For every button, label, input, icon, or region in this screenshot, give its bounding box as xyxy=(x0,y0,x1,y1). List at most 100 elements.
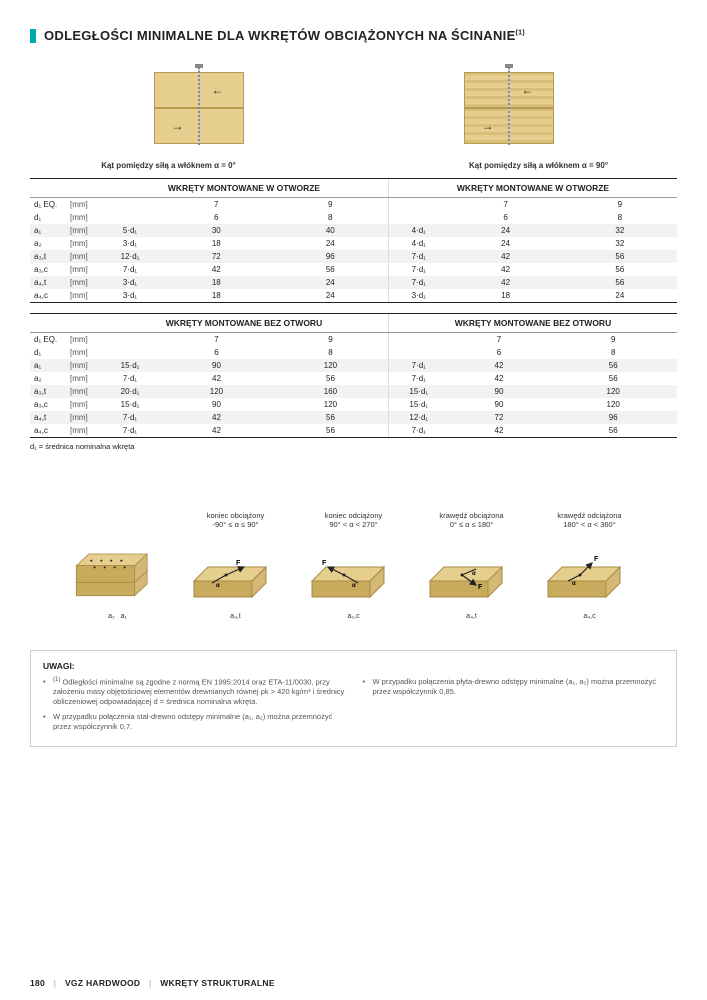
table-row: a₁[mm]15·d₁901207·d₁4256 xyxy=(30,359,677,372)
cell: 24 xyxy=(448,237,562,250)
row-unit: [mm] xyxy=(66,263,100,276)
row-label: a₁ xyxy=(30,224,66,237)
caption-row: Kąt pomiędzy siłą a włóknem α = 0° Kąt p… xyxy=(30,161,677,170)
table-row: a₃,t[mm]12·d₁72967·d₁4256 xyxy=(30,250,677,263)
cell: 42 xyxy=(448,372,549,385)
title-sup: (1) xyxy=(516,30,525,37)
row-label: a₃,c xyxy=(30,398,66,411)
notes-title: UWAGI: xyxy=(43,661,664,671)
cell: 7 xyxy=(160,198,273,212)
cell: 56 xyxy=(549,359,677,372)
title-text: ODLEGŁOŚCI MINIMALNE DLA WKRĘTÓW OBCIĄŻO… xyxy=(44,28,516,43)
page-title: ODLEGŁOŚCI MINIMALNE DLA WKRĘTÓW OBCIĄŻO… xyxy=(44,28,525,43)
note-3: W przypadku połączenia płyta-drewno odst… xyxy=(363,677,665,697)
cell: 4·d₁ xyxy=(388,237,448,250)
cell: 8 xyxy=(273,346,389,359)
spacing-diagrams: a₂ a₁ koniec obciążony-90° ≤ α ≤ 90° F α… xyxy=(30,511,677,620)
cell: 42 xyxy=(160,411,273,424)
table-row: a₃,c[mm]15·d₁9012015·d₁90120 xyxy=(30,398,677,411)
cell: 6 xyxy=(160,346,273,359)
hdr1-right: WKRĘTY MONTOWANE W OTWORZE xyxy=(388,179,677,198)
block-a4t: krawędź obciążona0° ≤ α ≤ 180° Fα a₄,t xyxy=(422,511,522,620)
title-bullet xyxy=(30,29,36,43)
cell: 7·d₁ xyxy=(100,424,160,437)
row-unit: [mm] xyxy=(66,333,100,347)
cell xyxy=(388,333,448,347)
table-without-hole: WKRĘTY MONTOWANE BEZ OTWORU WKRĘTY MONTO… xyxy=(30,313,677,438)
table-row: a₃,c[mm]7·d₁42567·d₁4256 xyxy=(30,263,677,276)
cell: 20·d₁ xyxy=(100,385,160,398)
table-legend: d₁ = średnica nominalna wkręta xyxy=(30,442,677,451)
cell: 7·d₁ xyxy=(388,276,448,289)
cell xyxy=(100,346,160,359)
svg-text:α: α xyxy=(572,581,576,587)
cell: 15·d₁ xyxy=(388,398,448,411)
cell: 6 xyxy=(448,346,549,359)
cell: 24 xyxy=(273,276,389,289)
svg-text:α: α xyxy=(472,571,476,577)
table-row: d₁[mm]6868 xyxy=(30,211,677,224)
section-title-row: ODLEGŁOŚCI MINIMALNE DLA WKRĘTÓW OBCIĄŻO… xyxy=(30,28,677,43)
row-unit: [mm] xyxy=(66,372,100,385)
cell: 3·d₁ xyxy=(100,237,160,250)
cell: 3·d₁ xyxy=(100,289,160,302)
block-main: a₂ a₁ xyxy=(68,511,168,620)
table-header-1: WKRĘTY MONTOWANE W OTWORZE WKRĘTY MONTOW… xyxy=(30,179,677,198)
row-unit: [mm] xyxy=(66,359,100,372)
row-unit: [mm] xyxy=(66,411,100,424)
cell: 9 xyxy=(273,198,389,212)
cell xyxy=(388,198,448,212)
svg-text:F: F xyxy=(594,556,599,563)
cell: 120 xyxy=(273,398,389,411)
page-footer: 180 | VGZ HARDWOOD | WKRĘTY STRUKTURALNE xyxy=(30,978,275,988)
table-header-2: WKRĘTY MONTOWANE BEZ OTWORU WKRĘTY MONTO… xyxy=(30,314,677,333)
footer-section: WKRĘTY STRUKTURALNE xyxy=(160,978,275,988)
row-unit: [mm] xyxy=(66,346,100,359)
cell: 42 xyxy=(448,276,562,289)
cell: 4·d₁ xyxy=(388,224,448,237)
hdr2-right: WKRĘTY MONTOWANE BEZ OTWORU xyxy=(388,314,677,333)
cell: 18 xyxy=(160,276,273,289)
row-label: d₁ EQ. xyxy=(30,333,66,347)
cell: 96 xyxy=(273,250,389,263)
cell: 24 xyxy=(273,289,389,302)
cell: 7·d₁ xyxy=(388,250,448,263)
cell: 120 xyxy=(160,385,273,398)
cell: 6 xyxy=(160,211,273,224)
block-sublabel-4: a₄,c xyxy=(540,613,640,620)
table-row: a₄,t[mm]3·d₁18247·d₁4256 xyxy=(30,276,677,289)
table-row: d₁[mm]6868 xyxy=(30,346,677,359)
svg-text:F: F xyxy=(478,584,483,591)
cell: 120 xyxy=(273,359,389,372)
row-label: a₂ xyxy=(30,372,66,385)
wood-diagram-90deg: ←→ xyxy=(464,63,554,153)
cell: 90 xyxy=(448,398,549,411)
cell: 72 xyxy=(448,411,549,424)
cell: 42 xyxy=(448,424,549,437)
cell: 120 xyxy=(549,385,677,398)
block-a3c: koniec odciążony90° < α < 270° Fα a₃,c xyxy=(304,511,404,620)
table-row: a₄,c[mm]7·d₁42567·d₁4256 xyxy=(30,424,677,437)
notes-left: (1) Odległości minimalne są zgodne z nor… xyxy=(43,677,345,736)
cell: 72 xyxy=(160,250,273,263)
cell: 42 xyxy=(448,250,562,263)
cell: 56 xyxy=(549,372,677,385)
cell: 56 xyxy=(563,250,677,263)
cell: 7·d₁ xyxy=(388,263,448,276)
cell: 42 xyxy=(160,372,273,385)
cell: 42 xyxy=(160,424,273,437)
page-number: 180 xyxy=(30,978,45,988)
row-label: a₃,t xyxy=(30,385,66,398)
note-1: (1) Odległości minimalne są zgodne z nor… xyxy=(43,677,345,707)
cell: 40 xyxy=(273,224,389,237)
cell: 12·d₁ xyxy=(388,411,448,424)
cell xyxy=(100,198,160,212)
block-sublabel-1: a₃,t xyxy=(186,613,286,620)
cell: 7·d₁ xyxy=(388,372,448,385)
cell xyxy=(100,211,160,224)
svg-text:F: F xyxy=(236,560,241,567)
cell: 42 xyxy=(448,359,549,372)
table-with-hole: WKRĘTY MONTOWANE W OTWORZE WKRĘTY MONTOW… xyxy=(30,178,677,303)
cell: 24 xyxy=(273,237,389,250)
row-unit: [mm] xyxy=(66,237,100,250)
